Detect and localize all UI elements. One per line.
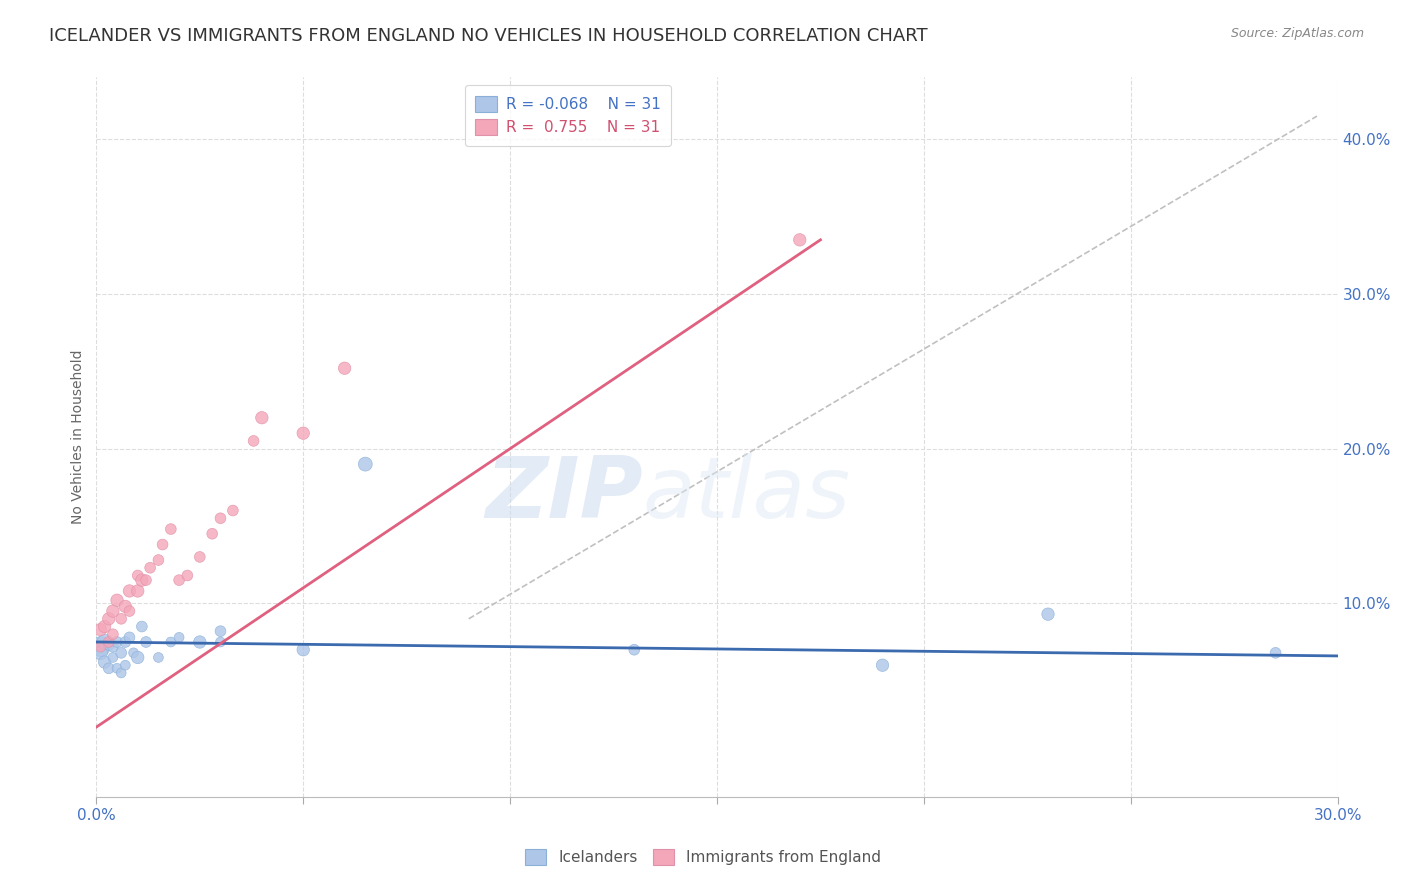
Point xyxy=(131,573,153,587)
Text: ICELANDER VS IMMIGRANTS FROM ENGLAND NO VEHICLES IN HOUSEHOLD CORRELATION CHART: ICELANDER VS IMMIGRANTS FROM ENGLAND NO … xyxy=(49,27,928,45)
Point xyxy=(127,584,149,599)
Legend: R = -0.068    N = 31, R =  0.755    N = 31: R = -0.068 N = 31, R = 0.755 N = 31 xyxy=(464,85,672,146)
Point xyxy=(222,503,245,517)
Point xyxy=(110,612,132,626)
Point xyxy=(105,661,128,675)
Point xyxy=(354,457,377,471)
Point xyxy=(159,635,181,649)
Point xyxy=(101,627,124,641)
Point xyxy=(118,584,141,599)
Point xyxy=(110,665,132,680)
Point xyxy=(209,511,232,525)
Point xyxy=(1264,646,1286,660)
Point xyxy=(188,549,211,564)
Point xyxy=(159,522,181,536)
Point xyxy=(148,650,170,665)
Point xyxy=(1036,607,1059,622)
Point xyxy=(122,646,145,660)
Point xyxy=(118,604,141,618)
Point xyxy=(333,361,356,376)
Point xyxy=(135,635,157,649)
Point xyxy=(93,655,115,669)
Point xyxy=(97,638,120,652)
Legend: Icelanders, Immigrants from England: Icelanders, Immigrants from England xyxy=(519,843,887,871)
Point xyxy=(623,642,645,657)
Point xyxy=(176,568,198,582)
Point xyxy=(872,658,894,673)
Point xyxy=(127,568,149,582)
Point xyxy=(292,426,315,441)
Point xyxy=(139,560,162,574)
Y-axis label: No Vehicles in Household: No Vehicles in Household xyxy=(72,350,86,524)
Point xyxy=(114,599,136,614)
Point xyxy=(188,635,211,649)
Point xyxy=(209,624,232,639)
Point xyxy=(127,650,149,665)
Point xyxy=(105,635,128,649)
Point xyxy=(201,526,224,541)
Point xyxy=(89,623,111,637)
Text: atlas: atlas xyxy=(643,453,851,536)
Point xyxy=(89,640,111,654)
Point xyxy=(148,553,170,567)
Point xyxy=(101,650,124,665)
Point xyxy=(93,635,115,649)
Point xyxy=(114,658,136,673)
Point xyxy=(152,537,174,551)
Point xyxy=(131,619,153,633)
Point xyxy=(118,631,141,645)
Point xyxy=(93,619,115,633)
Point xyxy=(242,434,264,448)
Point xyxy=(167,573,190,587)
Point xyxy=(250,410,273,425)
Point xyxy=(167,631,190,645)
Point xyxy=(135,573,157,587)
Point xyxy=(101,640,124,654)
Text: ZIP: ZIP xyxy=(485,453,643,536)
Point xyxy=(89,640,111,654)
Point xyxy=(97,661,120,675)
Point xyxy=(292,642,315,657)
Point xyxy=(105,593,128,607)
Point xyxy=(101,604,124,618)
Point xyxy=(209,635,232,649)
Point xyxy=(789,233,811,247)
Point xyxy=(110,646,132,660)
Point xyxy=(97,635,120,649)
Point xyxy=(89,646,111,660)
Point xyxy=(97,612,120,626)
Text: Source: ZipAtlas.com: Source: ZipAtlas.com xyxy=(1230,27,1364,40)
Point xyxy=(114,635,136,649)
